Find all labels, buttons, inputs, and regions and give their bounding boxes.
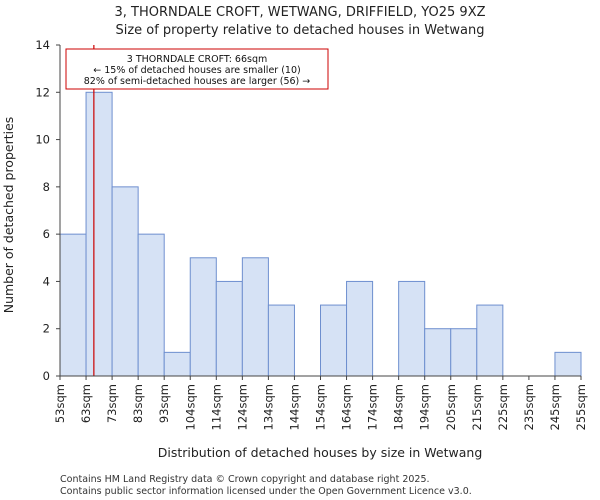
bar-215sqm xyxy=(476,304,504,377)
x-tick-label: 255sqm xyxy=(574,384,588,430)
chart-subtitle: Size of property relative to detached ho… xyxy=(115,23,484,38)
bar-124sqm xyxy=(241,257,269,377)
x-tick-label: 154sqm xyxy=(314,384,328,430)
bar-63sqm xyxy=(85,91,113,377)
y-tick-label: 8 xyxy=(43,180,50,194)
x-tick-label: 134sqm xyxy=(261,384,275,430)
x-tick-label: 83sqm xyxy=(131,384,145,423)
y-tick-label: 10 xyxy=(35,133,50,147)
bar-245sqm xyxy=(554,351,582,377)
annotation-box: 3 THORNDALE CROFT: 66sqm ← 15% of detach… xyxy=(65,48,329,90)
bar-93sqm xyxy=(163,351,191,377)
x-ticks-group: 53sqm 63sqm 73sqm 83sqm 93sqm 104sqm 114sqm 124… xyxy=(53,376,588,430)
bar-114sqm xyxy=(215,280,243,377)
x-tick-label: 63sqm xyxy=(79,384,93,423)
bar-205sqm xyxy=(450,328,478,377)
x-tick-label: 114sqm xyxy=(209,384,223,430)
chart-title: 3, THORNDALE CROFT, WETWANG, DRIFFIELD, … xyxy=(114,5,485,20)
bar-83sqm xyxy=(137,233,165,377)
annotation-line-1: 3 THORNDALE CROFT: 66sqm xyxy=(127,54,267,65)
y-tick-label: 12 xyxy=(35,85,50,99)
x-axis-label: Distribution of detached houses by size … xyxy=(158,445,483,460)
bar-104sqm xyxy=(189,257,217,377)
bar-53sqm xyxy=(59,233,87,377)
footer-line-2: Contains public sector information licen… xyxy=(60,486,472,497)
bars-group xyxy=(59,91,582,377)
annotation-line-2: ← 15% of detached houses are smaller (10… xyxy=(93,65,300,76)
x-tick-label: 225sqm xyxy=(496,384,510,430)
x-tick-label: 104sqm xyxy=(183,384,197,430)
x-tick-label: 194sqm xyxy=(418,384,432,430)
x-tick-label: 245sqm xyxy=(548,384,562,430)
bar-73sqm xyxy=(111,186,139,377)
x-tick-label: 124sqm xyxy=(235,384,249,430)
bar-194sqm xyxy=(424,328,452,377)
x-tick-label: 53sqm xyxy=(53,384,67,423)
annotation-frame xyxy=(65,48,329,90)
y-axis-label: Number of detached properties xyxy=(1,117,16,314)
x-tick-label: 73sqm xyxy=(105,384,119,423)
y-tick-label: 4 xyxy=(43,274,50,288)
bar-164sqm xyxy=(346,280,374,377)
bar-154sqm xyxy=(320,304,348,377)
y-tick-label: 6 xyxy=(43,227,50,241)
x-tick-label: 184sqm xyxy=(392,384,406,430)
bar-184sqm xyxy=(398,280,426,377)
y-tick-label: 2 xyxy=(43,322,50,336)
x-tick-label: 215sqm xyxy=(470,384,484,430)
x-tick-label: 144sqm xyxy=(287,384,301,430)
x-tick-label: 93sqm xyxy=(157,384,171,423)
footer-line-1: Contains HM Land Registry data © Crown c… xyxy=(60,474,430,485)
x-tick-label: 235sqm xyxy=(522,384,536,430)
bar-134sqm xyxy=(267,304,295,377)
x-tick-label: 164sqm xyxy=(340,384,354,430)
x-tick-label: 205sqm xyxy=(444,384,458,430)
annotation-line-3: 82% of semi-detached houses are larger (… xyxy=(84,76,311,87)
y-tick-label: 0 xyxy=(43,369,50,383)
y-tick-label: 14 xyxy=(35,38,50,52)
y-ticks-group: 0 2 4 6 8 10 12 14 xyxy=(35,38,60,383)
x-tick-label: 174sqm xyxy=(366,384,380,430)
